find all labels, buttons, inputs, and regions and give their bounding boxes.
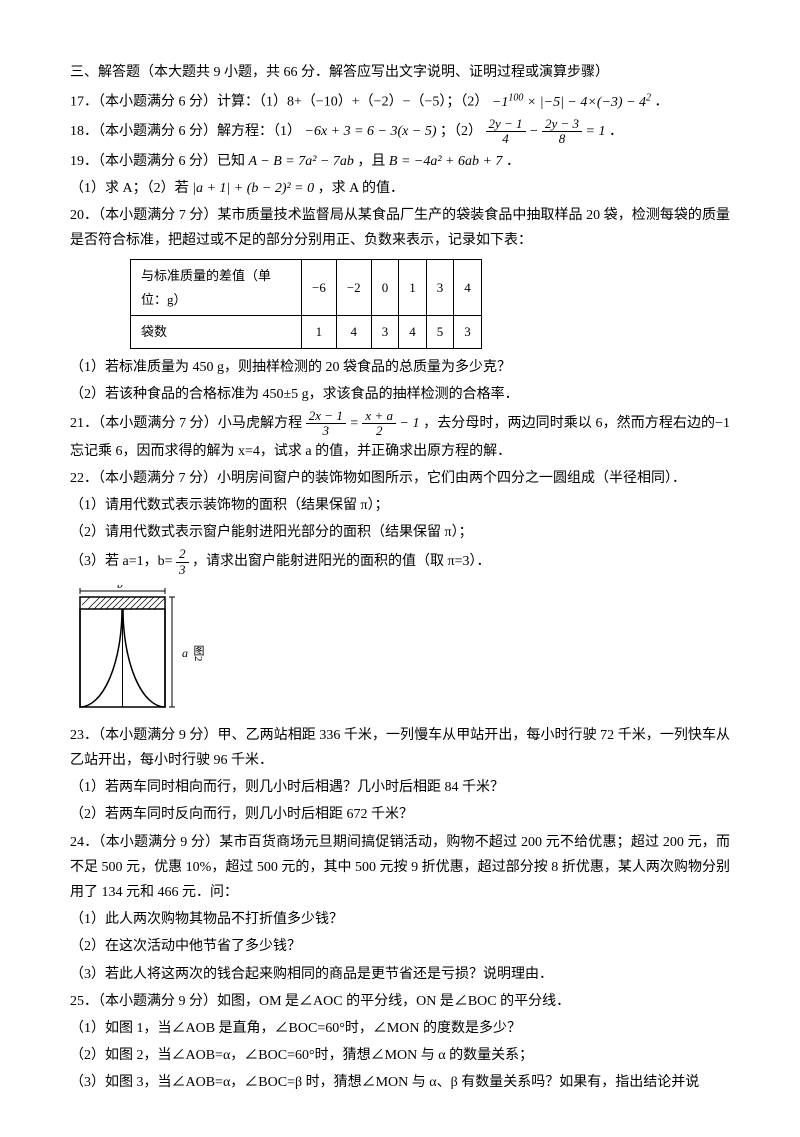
q20-sub2: （2）若该种食品的合格标准为 450±5 g，求该食品的抽样检测的合格率． xyxy=(70,382,730,407)
q18-prefix: 18．（本小题满分 6 分）解方程：（1） xyxy=(70,124,301,139)
table-cell: 5 xyxy=(426,316,454,348)
question-19-sub: （1）求 A；（2）若 |a + 1| + (b − 2)² = 0 ，求 A … xyxy=(70,176,730,201)
question-25: 25．（本小题满分 9 分）如图，OM 是∠AOC 的平分线，ON 是∠BOC … xyxy=(70,989,730,1014)
q18-frac1-den: 4 xyxy=(486,132,526,146)
q22-sub1: （1）请用代数式表示装饰物的面积（结果保留 π）； xyxy=(70,493,730,518)
q22-sub2: （2）请用代数式表示窗户能射进阳光部分的面积（结果保留 π）； xyxy=(70,520,730,545)
q19-sub1b: ，求 A 的值． xyxy=(318,181,404,196)
q22-sub3: （3）若 a=1，b= 2 3 ，请求出窗户能射进阳光的面积的值（取 π=3）． xyxy=(70,547,730,577)
q24-sub2: （2）在这次活动中他节省了多少钱？ xyxy=(70,934,730,959)
q21-frac1-den: 3 xyxy=(306,424,346,438)
q21-prefix: 21．（本小题满分 7 分）小马虎解方程 xyxy=(70,416,306,431)
q18-frac2: 2y − 3 8 xyxy=(542,117,582,147)
q22-frac: 2 3 xyxy=(176,547,189,577)
q23-sub2: （2）若两车同时反向而行，则几小时后相距 672 千米？ xyxy=(70,802,730,827)
table-cell: 3 xyxy=(371,316,399,348)
q21-eq: = xyxy=(349,416,362,431)
table-cell: 1 xyxy=(399,260,427,316)
table-cell: −6 xyxy=(302,260,337,316)
question-22: 22．（本小题满分 7 分）小明房间窗户的装饰物如图所示，它们由两个四分之一圆组… xyxy=(70,466,730,491)
question-18: 18．（本小题满分 6 分）解方程：（1） −6x + 3 = 6 − 3(x … xyxy=(70,117,730,147)
table-row: 与标准质量的差值（单位：g） −6 −2 0 1 3 4 xyxy=(131,260,482,316)
question-20: 20．（本小题满分 7 分）某市质量技术监督局从某食品厂生产的袋装食品中抽取样品… xyxy=(70,203,730,253)
q21-frac2-den: 2 xyxy=(362,424,396,438)
table-cell: 4 xyxy=(454,260,482,316)
q18-frac1-num: 2y − 1 xyxy=(486,117,526,132)
q19-expr2: B = −4a² + 6ab + 7 xyxy=(389,154,503,169)
table-cell: 4 xyxy=(399,316,427,348)
q18-minus: − xyxy=(529,124,542,139)
table-row: 袋数 1 4 3 4 5 3 xyxy=(131,316,482,348)
q22-sub3b: ，请求出窗户能射进阳光的面积的值（取 π=3）． xyxy=(192,554,490,569)
q21-frac1: 2x − 1 3 xyxy=(306,409,346,439)
q25-sub1: （1）如图 1，当∠AOB 是直角，∠BOC=60°时，∠MON 的度数是多少？ xyxy=(70,1016,730,1041)
q18-eq1: −6x + 3 = 6 − 3(x − 5) xyxy=(305,124,437,139)
q21-frac2: x + a 2 xyxy=(362,409,396,439)
fig-label-b: b xyxy=(117,585,123,591)
question-17: 17．（本小题满分 6 分）计算：（1）8+（−10）+（−2）−（−5）；（2… xyxy=(70,89,730,115)
fig-label-a: a xyxy=(182,646,188,660)
q24-sub1: （1）此人两次购物其物品不打折值多少钱？ xyxy=(70,907,730,932)
q17-period: ． xyxy=(655,95,669,110)
q21-frac2-num: x + a xyxy=(362,409,396,424)
q18-eq: = 1 xyxy=(586,124,606,139)
question-24: 24．（本小题满分 9 分）某市百货商场元旦期间搞促销活动，购物不超过 200 … xyxy=(70,830,730,906)
q21-tail: − 1 xyxy=(400,416,420,431)
table-cell: −2 xyxy=(336,260,371,316)
question-23: 23．（本小题满分 9 分）甲、乙两站相距 336 千米，一列慢车从甲站开出，每… xyxy=(70,723,730,773)
q17-stem: 17．（本小题满分 6 分）计算：（1）8+（−10）+（−2）−（−5）；（2… xyxy=(70,95,488,110)
table-cell: 3 xyxy=(426,260,454,316)
fig-side-label: 图2 xyxy=(192,645,205,662)
q20-row1-label: 与标准质量的差值（单位：g） xyxy=(131,260,302,316)
q17-formula2: −1100 × |−5| − 4×(−3) − 42 xyxy=(492,95,651,110)
q19-expr1: A − B = 7a² − 7ab xyxy=(249,154,354,169)
q18-mid: ；（2） xyxy=(440,124,482,139)
table-cell: 3 xyxy=(454,316,482,348)
q18-frac1: 2y − 1 4 xyxy=(486,117,526,147)
q19-abs: |a + 1| + (b − 2)² = 0 xyxy=(192,181,314,196)
question-21: 21．（本小题满分 7 分）小马虎解方程 2x − 1 3 = x + a 2 … xyxy=(70,409,730,464)
q22-sub3a: （3）若 a=1，b= xyxy=(70,554,176,569)
q22-frac-num: 2 xyxy=(176,547,189,562)
q20-row2-label: 袋数 xyxy=(131,316,302,348)
q18-frac2-num: 2y − 3 xyxy=(542,117,582,132)
q22-frac-den: 3 xyxy=(176,563,189,577)
table-cell: 1 xyxy=(302,316,337,348)
q18-period: ． xyxy=(609,124,623,139)
q19-l1b: ，且 xyxy=(357,154,389,169)
table-cell: 0 xyxy=(371,260,399,316)
q25-sub2: （2）如图 2，当∠AOB=α，∠BOC=60°时，猜想∠MON 与 α 的数量… xyxy=(70,1043,730,1068)
q24-sub3: （3）若此人将这两次的钱合起来购相同的商品是更节省还是亏损？说明理由． xyxy=(70,962,730,987)
table-cell: 4 xyxy=(336,316,371,348)
q21-frac1-num: 2x − 1 xyxy=(306,409,346,424)
q19-sub1: （1）求 A；（2）若 xyxy=(70,181,192,196)
q20-table: 与标准质量的差值（单位：g） −6 −2 0 1 3 4 袋数 1 4 3 4 … xyxy=(130,259,482,348)
question-19: 19．（本小题满分 6 分）已知 A − B = 7a² − 7ab ，且 B … xyxy=(70,149,730,174)
q19-l1a: 19．（本小题满分 6 分）已知 xyxy=(70,154,249,169)
q22-figure: b a 图2 xyxy=(70,585,730,715)
q18-frac2-den: 8 xyxy=(542,132,582,146)
q20-sub1: （1）若标准质量为 450 g，则抽样检测的 20 袋食品的总质量为多少克？ xyxy=(70,355,730,380)
q19-l1c: ． xyxy=(506,154,520,169)
q23-sub1: （1）若两车同时相向而行，则几小时后相遇？几小时后相距 84 千米？ xyxy=(70,775,730,800)
q25-sub3: （3）如图 3，当∠AOB=α，∠BOC=β 时，猜想∠MON 与 α、β 有数… xyxy=(70,1070,730,1095)
section-title: 三、解答题（本大题共 9 小题，共 66 分．解答应写出文字说明、证明过程或演算… xyxy=(70,60,730,85)
